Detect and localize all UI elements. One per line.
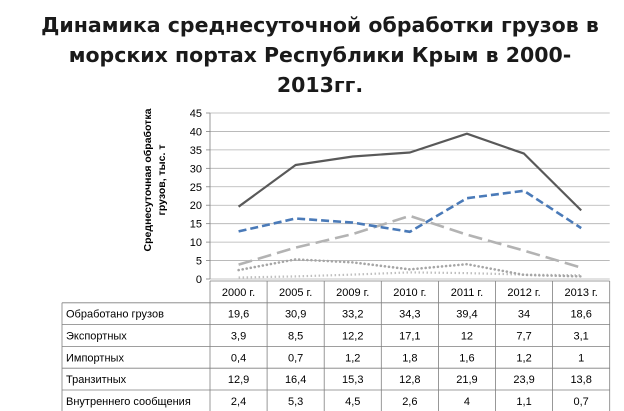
y-tick-label: 40 bbox=[190, 126, 202, 138]
data-label: 7,7 bbox=[516, 331, 531, 343]
data-label: 12,9 bbox=[228, 374, 249, 386]
y-axis-label: Среднесуточная обработка bbox=[142, 108, 154, 251]
legend-entry: Транзитных bbox=[66, 374, 127, 386]
x-tick-label: 2010 г. bbox=[393, 287, 426, 299]
data-label: 34 bbox=[518, 309, 530, 321]
data-label: 8,5 bbox=[288, 331, 303, 343]
chart-title: Динамика среднесуточной обработки грузов… bbox=[40, 10, 600, 100]
data-label: 4,5 bbox=[345, 396, 360, 408]
chart-title-line: морских портах Республики Крым в 2000- bbox=[68, 43, 572, 67]
x-tick-label: 2011 г. bbox=[451, 287, 483, 299]
data-label: 5,3 bbox=[288, 396, 303, 408]
series-line-5 bbox=[237, 258, 583, 278]
data-label: 1,6 bbox=[459, 352, 474, 364]
y-tick-label: 15 bbox=[190, 219, 202, 231]
series-line-4 bbox=[238, 189, 582, 234]
y-tick-label: 30 bbox=[190, 163, 202, 175]
data-label: 1,1 bbox=[516, 396, 531, 408]
x-tick-label: 2000 г. bbox=[222, 287, 255, 299]
y-axis-label: грузов, тыс. т bbox=[156, 145, 168, 216]
y-tick-label: 45 bbox=[190, 108, 202, 120]
legend-entry: Обработано грузов bbox=[66, 309, 164, 321]
y-tick-label: 10 bbox=[190, 237, 202, 249]
data-label: 2,6 bbox=[402, 396, 417, 408]
data-label: 30,9 bbox=[285, 309, 306, 321]
data-label: 39,4 bbox=[456, 309, 477, 321]
data-label: 12 bbox=[461, 331, 473, 343]
data-label: 17,1 bbox=[399, 331, 420, 343]
data-label: 1,2 bbox=[345, 352, 360, 364]
legend-entry: Импортных bbox=[66, 352, 124, 364]
x-tick-label: 2005 г. bbox=[279, 287, 312, 299]
y-tick-label: 35 bbox=[190, 145, 202, 157]
data-label: 12,2 bbox=[342, 331, 363, 343]
series-line-1 bbox=[237, 132, 582, 212]
data-label: 1,8 bbox=[402, 352, 417, 364]
data-label: 18,6 bbox=[570, 309, 591, 321]
data-label: 12,8 bbox=[399, 374, 420, 386]
y-tick-label: 25 bbox=[190, 182, 202, 194]
data-label: 13,8 bbox=[570, 374, 591, 386]
data-label: 0,7 bbox=[288, 352, 303, 364]
y-tick-label: 5 bbox=[196, 256, 202, 268]
data-label: 16,4 bbox=[285, 374, 306, 386]
chart-title-line: Динамика среднесуточной обработки грузов… bbox=[41, 13, 599, 37]
legend-entry: Экспортных bbox=[66, 331, 127, 343]
data-label: 33,2 bbox=[342, 309, 363, 321]
x-tick-label: 2009 г. bbox=[336, 287, 369, 299]
data-label: 0,4 bbox=[231, 352, 246, 364]
data-label: 0,7 bbox=[574, 396, 589, 408]
data-label: 2,4 bbox=[231, 396, 246, 408]
chart-title-line: 2013гг. bbox=[276, 73, 364, 97]
x-tick-label: 2012 г. bbox=[507, 287, 540, 299]
y-tick-label: 20 bbox=[190, 200, 202, 212]
data-label: 3,9 bbox=[231, 331, 246, 343]
series-line-3 bbox=[238, 271, 582, 279]
x-tick-label: 2013 г. bbox=[565, 287, 598, 299]
data-label: 19,6 bbox=[228, 309, 249, 321]
data-label: 3,1 bbox=[574, 331, 589, 343]
data-label: 21,9 bbox=[456, 374, 477, 386]
data-label: 15,3 bbox=[342, 374, 363, 386]
data-label: 1,2 bbox=[516, 352, 531, 364]
data-label: 4 bbox=[464, 396, 470, 408]
data-label: 34,3 bbox=[399, 309, 420, 321]
data-label: 23,9 bbox=[513, 374, 534, 386]
data-label: 1 bbox=[578, 352, 584, 364]
y-tick-label: 0 bbox=[196, 274, 202, 286]
legend-entry: Внутреннего сообщения bbox=[66, 396, 191, 408]
